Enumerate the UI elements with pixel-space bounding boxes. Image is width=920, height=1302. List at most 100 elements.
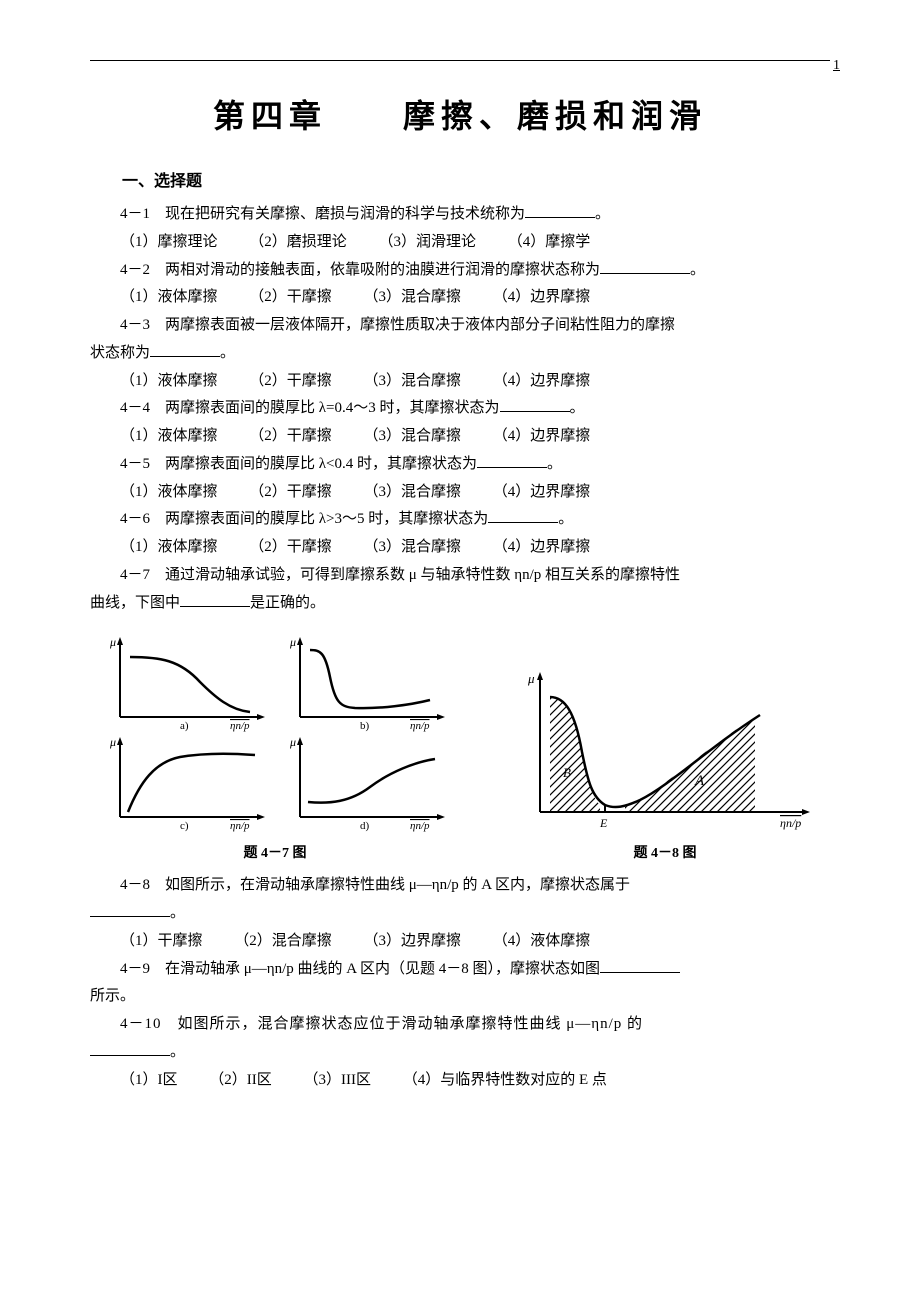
q4-opt4: （4）边界摩擦 xyxy=(493,428,591,444)
q9-blank xyxy=(600,957,680,973)
q10-tail: 。 xyxy=(170,1044,185,1060)
q3-stem-b-line: 状态称为 。 xyxy=(90,340,830,368)
q4-opt2: （2）干摩擦 xyxy=(249,428,332,444)
q1-stem: 4－1 现在把研究有关摩擦、磨损与润滑的科学与技术统称为。 xyxy=(90,201,830,229)
q8-tail: 。 xyxy=(170,905,185,921)
q9-tail-line: 所示。 xyxy=(90,983,830,1011)
q9-text: 4－9 在滑动轴承 μ—ηn/p 曲线的 A 区内（见题 4－8 图），摩擦状态… xyxy=(120,961,600,977)
q8-opt2: （2）混合摩擦 xyxy=(234,933,332,949)
fig47-caption: 题 4－7 图 xyxy=(90,842,460,862)
svg-text:ηn/p: ηn/p xyxy=(410,720,430,732)
q10-opt3: （3）III区 xyxy=(304,1072,372,1088)
q2-opt1: （1）液体摩擦 xyxy=(120,289,218,305)
q3-opt2: （2）干摩擦 xyxy=(249,373,332,389)
q2-blank xyxy=(600,258,690,274)
q3-opt3: （3）混合摩擦 xyxy=(364,373,462,389)
q6-tail: 。 xyxy=(558,511,573,527)
svg-text:μ: μ xyxy=(289,735,296,749)
q6-stem: 4－6 两摩擦表面间的膜厚比 λ>3～5 时，其摩擦状态为。 xyxy=(90,506,830,534)
q3-stem-b: 状态称为 xyxy=(90,345,150,361)
fig47-svg: μ ηn/p a) μ ηn/p b) xyxy=(90,632,460,832)
svg-text:a): a) xyxy=(180,720,189,732)
q6-opt3: （3）混合摩擦 xyxy=(364,539,462,555)
page: 1 第四章 摩擦、磨损和润滑 一、选择题 4－1 现在把研究有关摩擦、磨损与润滑… xyxy=(0,0,920,1302)
svg-text:μ: μ xyxy=(289,635,296,649)
q5-options: （1）液体摩擦 （2）干摩擦 （3）混合摩擦 （4）边界摩擦 xyxy=(90,479,830,507)
q8-opt3: （3）边界摩擦 xyxy=(364,933,462,949)
q6-opt2: （2）干摩擦 xyxy=(249,539,332,555)
q1-text: 4－1 现在把研究有关摩擦、磨损与润滑的科学与技术统称为 xyxy=(120,206,525,222)
q1-opt1: （1）摩擦理论 xyxy=(120,234,218,250)
q10-blank xyxy=(90,1040,170,1056)
q1-opt4: （4）摩擦学 xyxy=(508,234,591,250)
q6-opt1: （1）液体摩擦 xyxy=(120,539,218,555)
q4-text: 4－4 两摩擦表面间的膜厚比 λ=0.4～3 时，其摩擦状态为 xyxy=(120,400,500,416)
q3-opt1: （1）液体摩擦 xyxy=(120,373,218,389)
q8-opt1: （1）干摩擦 xyxy=(120,933,203,949)
q3-stem-a: 4－3 两摩擦表面被一层液体隔开，摩擦性质取决于液体内部分子间粘性阻力的摩擦 xyxy=(90,312,830,340)
svg-text:d): d) xyxy=(360,820,370,832)
q1-options: （1）摩擦理论 （2）磨损理论 （3）润滑理论 （4）摩擦学 xyxy=(90,229,830,257)
svg-text:c): c) xyxy=(180,820,189,832)
q2-stem: 4－2 两相对滑动的接触表面，依靠吸附的油膜进行润滑的摩擦状态称为。 xyxy=(90,257,830,285)
q5-opt4: （4）边界摩擦 xyxy=(493,484,591,500)
q8-blank xyxy=(90,901,170,917)
svg-text:μ: μ xyxy=(109,735,116,749)
q10-opt2: （2）II区 xyxy=(209,1072,272,1088)
region-b-label: B xyxy=(563,765,571,780)
q5-stem: 4－5 两摩擦表面间的膜厚比 λ<0.4 时，其摩擦状态为 。 xyxy=(90,451,830,479)
svg-text:ηn/p: ηn/p xyxy=(230,820,250,832)
page-number: 1 xyxy=(833,58,840,74)
fig48-caption: 题 4－8 图 xyxy=(500,842,830,862)
q7-stem-a: 4－7 通过滑动轴承试验，可得到摩擦系数 μ 与轴承特性数 ηn/p 相互关系的… xyxy=(90,562,830,590)
svg-text:μ: μ xyxy=(527,671,535,686)
q9-stem: 4－9 在滑动轴承 μ—ηn/p 曲线的 A 区内（见题 4－8 图），摩擦状态… xyxy=(90,956,830,984)
q4-stem: 4－4 两摩擦表面间的膜厚比 λ=0.4～3 时，其摩擦状态为 。 xyxy=(90,395,830,423)
q10-opt1: （1）I区 xyxy=(120,1072,178,1088)
q5-opt3: （3）混合摩擦 xyxy=(364,484,462,500)
svg-text:μ: μ xyxy=(109,635,116,649)
q6-blank xyxy=(488,507,558,523)
q5-opt1: （1）液体摩擦 xyxy=(120,484,218,500)
q5-tail: 。 xyxy=(547,456,562,472)
q3-tail: 。 xyxy=(220,345,235,361)
header-rule xyxy=(90,60,830,61)
svg-text:b): b) xyxy=(360,720,370,732)
q1-opt2: （2）磨损理论 xyxy=(249,234,347,250)
chapter-title: 第四章 摩擦、磨损和润滑 xyxy=(90,91,830,137)
q8-opt4: （4）液体摩擦 xyxy=(493,933,591,949)
figure-4-7: μ ηn/p a) μ ηn/p b) xyxy=(90,632,460,837)
q2-opt3: （3）混合摩擦 xyxy=(364,289,462,305)
q2-opt2: （2）干摩擦 xyxy=(249,289,332,305)
figure-row: μ ηn/p a) μ ηn/p b) xyxy=(90,632,830,837)
q7-stem-b: 曲线，下图中 xyxy=(90,595,180,611)
q1-blank xyxy=(525,202,595,218)
q10-stem: 4－10 如图所示，混合摩擦状态应位于滑动轴承摩擦特性曲线 μ—ηn/p 的 xyxy=(90,1011,830,1039)
q5-opt2: （2）干摩擦 xyxy=(249,484,332,500)
q3-opt4: （4）边界摩擦 xyxy=(493,373,591,389)
q7-blank xyxy=(180,591,250,607)
q2-opt4: （4）边界摩擦 xyxy=(493,289,591,305)
q8-blank-line: 。 xyxy=(90,900,830,928)
section-heading: 一、选择题 xyxy=(90,167,830,191)
q3-blank xyxy=(150,341,220,357)
q2-options: （1）液体摩擦 （2）干摩擦 （3）混合摩擦 （4）边界摩擦 xyxy=(90,284,830,312)
svg-text:ηn/p: ηn/p xyxy=(780,816,801,830)
q6-opt4: （4）边界摩擦 xyxy=(493,539,591,555)
q7-tail: 是正确的。 xyxy=(250,595,325,611)
q1-opt3: （3）润滑理论 xyxy=(379,234,477,250)
fig48-svg: μ ηn/p E B A xyxy=(510,667,820,837)
q8-stem: 4－8 如图所示，在滑动轴承摩擦特性曲线 μ—ηn/p 的 A 区内，摩擦状态属… xyxy=(90,872,830,900)
figure-4-8: μ ηn/p E B A xyxy=(500,667,830,837)
q10-opt4: （4）与临界特性数对应的 E 点 xyxy=(403,1072,607,1088)
svg-text:ηn/p: ηn/p xyxy=(410,820,430,832)
q5-blank xyxy=(477,452,547,468)
q4-tail: 。 xyxy=(570,400,585,416)
q7-stem-b-line: 曲线，下图中 是正确的。 xyxy=(90,590,830,618)
q4-blank xyxy=(500,396,570,412)
svg-text:ηn/p: ηn/p xyxy=(230,720,250,732)
q6-options: （1）液体摩擦 （2）干摩擦 （3）混合摩擦 （4）边界摩擦 xyxy=(90,534,830,562)
q5-text: 4－5 两摩擦表面间的膜厚比 λ<0.4 时，其摩擦状态为 xyxy=(120,456,477,472)
q2-tail: 。 xyxy=(690,262,705,278)
q4-options: （1）液体摩擦 （2）干摩擦 （3）混合摩擦 （4）边界摩擦 xyxy=(90,423,830,451)
